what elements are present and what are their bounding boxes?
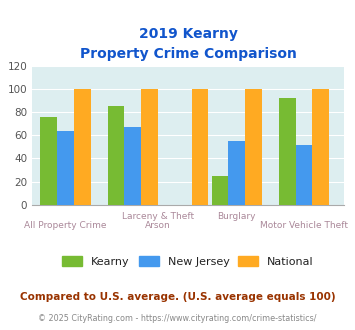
Text: Larceny & Theft: Larceny & Theft (122, 212, 194, 221)
Bar (40, 117, 57, 205)
Bar (124, 127, 141, 205)
Text: Compared to U.S. average. (U.S. average equals 100): Compared to U.S. average. (U.S. average … (20, 292, 335, 302)
Text: All Property Crime: All Property Crime (24, 220, 107, 230)
Bar (212, 176, 229, 205)
Legend: Kearny, New Jersey, National: Kearny, New Jersey, National (58, 251, 318, 271)
Bar (141, 89, 158, 205)
Bar (229, 141, 245, 205)
Title: 2019 Kearny
Property Crime Comparison: 2019 Kearny Property Crime Comparison (80, 27, 296, 61)
Bar (296, 145, 312, 205)
Text: © 2025 CityRating.com - https://www.cityrating.com/crime-statistics/: © 2025 CityRating.com - https://www.city… (38, 314, 317, 323)
Text: Motor Vehicle Theft: Motor Vehicle Theft (260, 220, 348, 230)
Bar (57, 131, 74, 205)
Bar (245, 89, 262, 205)
Text: Burglary: Burglary (218, 212, 256, 221)
Bar (312, 89, 329, 205)
Bar (74, 89, 91, 205)
Bar (191, 89, 208, 205)
Text: Arson: Arson (145, 220, 171, 230)
Bar (108, 106, 124, 205)
Bar (279, 98, 296, 205)
